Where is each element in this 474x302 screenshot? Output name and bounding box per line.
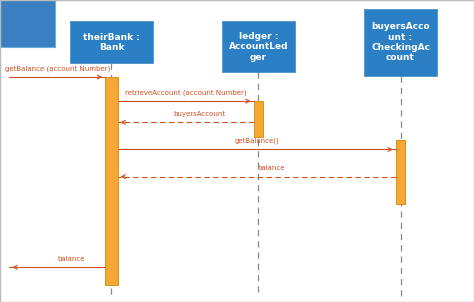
Text: retrieveAccount (account Number): retrieveAccount (account Number): [125, 89, 246, 96]
Text: getBalance (account Number): getBalance (account Number): [5, 65, 110, 72]
Bar: [221, 21, 295, 72]
Bar: [396, 140, 405, 204]
Text: balance: balance: [257, 165, 285, 171]
Text: sd Balance
Lookup: sd Balance Lookup: [4, 14, 51, 33]
Text: getBalance(): getBalance(): [234, 137, 279, 144]
Text: buyersAccount: buyersAccount: [174, 111, 226, 117]
Bar: [70, 21, 153, 63]
Text: theirBank :
Bank: theirBank : Bank: [83, 33, 140, 52]
Text: buyersAcco
unt :
CheckingAc
count: buyersAcco unt : CheckingAc count: [371, 22, 430, 63]
Bar: [0, 0, 55, 47]
Bar: [254, 101, 263, 137]
Bar: [364, 9, 437, 76]
Text: balance: balance: [58, 256, 85, 262]
Bar: [105, 77, 118, 285]
Text: ledger :
AccountLed
ger: ledger : AccountLed ger: [228, 32, 288, 62]
